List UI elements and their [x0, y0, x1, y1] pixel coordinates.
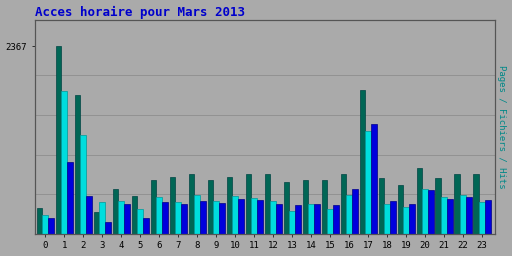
Bar — [284, 182, 289, 234]
Bar — [118, 200, 124, 234]
Bar — [238, 199, 244, 234]
Bar — [86, 196, 92, 234]
Text: Acces horaire pour Mars 2013: Acces horaire pour Mars 2013 — [35, 6, 245, 19]
Bar — [99, 202, 105, 234]
Bar — [56, 46, 61, 234]
Bar — [276, 205, 282, 234]
Bar — [175, 202, 181, 234]
Bar — [485, 200, 490, 234]
Bar — [137, 209, 143, 234]
Bar — [359, 90, 365, 234]
Bar — [61, 91, 67, 234]
Bar — [314, 204, 319, 234]
Bar — [219, 203, 225, 234]
Bar — [466, 197, 472, 234]
Bar — [113, 189, 118, 234]
Bar — [181, 204, 187, 234]
Bar — [460, 195, 466, 234]
Bar — [447, 199, 453, 234]
Bar — [479, 202, 485, 234]
Bar — [42, 215, 48, 234]
Bar — [257, 200, 263, 234]
Bar — [270, 200, 276, 234]
Bar — [365, 131, 371, 234]
Bar — [455, 174, 460, 234]
Bar — [441, 197, 447, 234]
Bar — [80, 135, 86, 234]
Bar — [36, 208, 42, 234]
Bar — [214, 200, 219, 234]
Bar — [295, 205, 301, 234]
Bar — [422, 189, 428, 234]
Bar — [169, 177, 175, 234]
Bar — [289, 211, 295, 234]
Bar — [384, 205, 390, 234]
Bar — [200, 200, 206, 234]
Bar — [105, 222, 111, 234]
Bar — [436, 178, 441, 234]
Bar — [346, 195, 352, 234]
Bar — [194, 195, 200, 234]
Bar — [162, 202, 167, 234]
Bar — [474, 174, 479, 234]
Bar — [390, 200, 396, 234]
Bar — [403, 207, 409, 234]
Bar — [67, 163, 73, 234]
Bar — [340, 174, 346, 234]
Bar — [124, 204, 130, 234]
Bar — [132, 196, 137, 234]
Bar — [265, 174, 270, 234]
Bar — [188, 174, 194, 234]
Bar — [75, 95, 80, 234]
Bar — [409, 204, 415, 234]
Bar — [207, 180, 214, 234]
Bar — [94, 212, 99, 234]
Bar — [378, 178, 384, 234]
Bar — [143, 218, 148, 234]
Bar — [303, 180, 308, 234]
Bar — [48, 218, 54, 234]
Bar — [246, 174, 251, 234]
Bar — [333, 205, 338, 234]
Bar — [156, 197, 162, 234]
Bar — [327, 209, 333, 234]
Y-axis label: Pages / Fichiers / Hits: Pages / Fichiers / Hits — [498, 65, 506, 189]
Bar — [352, 189, 357, 234]
Bar — [428, 190, 434, 234]
Bar — [371, 124, 377, 234]
Bar — [251, 198, 257, 234]
Bar — [416, 168, 422, 234]
Bar — [308, 204, 314, 234]
Bar — [322, 180, 327, 234]
Bar — [226, 177, 232, 234]
Bar — [397, 185, 403, 234]
Bar — [232, 196, 238, 234]
Bar — [151, 180, 156, 234]
